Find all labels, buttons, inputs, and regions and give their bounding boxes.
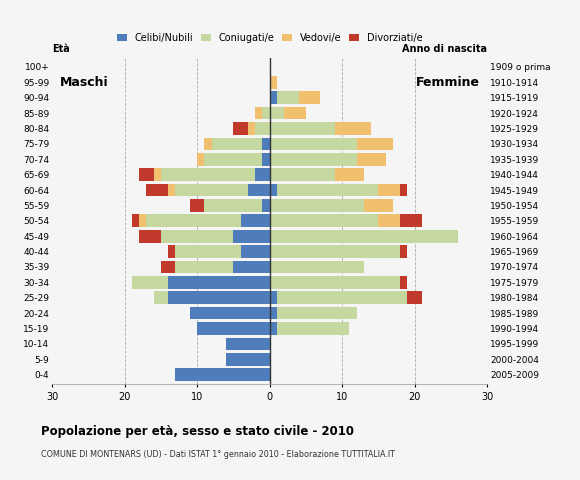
Bar	[277, 322, 349, 335]
Bar	[204, 137, 212, 150]
Bar	[262, 153, 270, 166]
Bar	[357, 153, 386, 166]
Bar	[168, 184, 175, 196]
Bar	[270, 107, 284, 120]
Legend: Celibi/Nubili, Coniugati/e, Vedovi/e, Divorziati/e: Celibi/Nubili, Coniugati/e, Vedovi/e, Di…	[117, 33, 422, 43]
Bar	[270, 245, 400, 258]
Bar	[168, 291, 270, 304]
Bar	[241, 245, 270, 258]
Bar	[364, 199, 393, 212]
Bar	[233, 122, 248, 135]
Bar	[284, 107, 306, 120]
Bar	[197, 322, 270, 335]
Bar	[175, 261, 233, 273]
Bar	[139, 168, 154, 181]
Bar	[204, 153, 262, 166]
Bar	[400, 276, 407, 288]
Bar	[161, 230, 233, 242]
Bar	[378, 215, 400, 227]
Bar	[270, 230, 458, 242]
Text: Anno di nascita: Anno di nascita	[402, 44, 487, 54]
Bar	[204, 199, 262, 212]
Text: Femmine: Femmine	[416, 76, 480, 89]
Bar	[168, 245, 175, 258]
Text: Maschi: Maschi	[59, 76, 108, 89]
Bar	[197, 153, 204, 166]
Bar	[132, 276, 168, 288]
Bar	[248, 122, 255, 135]
Bar	[270, 261, 364, 273]
Bar	[270, 322, 277, 335]
Bar	[270, 137, 357, 150]
Bar	[270, 184, 277, 196]
Text: Età: Età	[52, 44, 70, 54]
Bar	[146, 184, 168, 196]
Bar	[299, 91, 320, 104]
Bar	[400, 184, 407, 196]
Bar	[255, 168, 270, 181]
Bar	[139, 230, 161, 242]
Bar	[139, 215, 146, 227]
Bar	[248, 184, 270, 196]
Bar	[378, 184, 400, 196]
Bar	[400, 215, 422, 227]
Bar	[262, 107, 270, 120]
Bar	[226, 337, 270, 350]
Bar	[400, 245, 407, 258]
Bar	[335, 168, 364, 181]
Bar	[226, 353, 270, 366]
Bar	[270, 122, 335, 135]
Bar	[270, 168, 335, 181]
Bar	[270, 291, 277, 304]
Text: Popolazione per età, sesso e stato civile - 2010: Popolazione per età, sesso e stato civil…	[41, 425, 354, 438]
Bar	[154, 168, 161, 181]
Bar	[262, 199, 270, 212]
Bar	[161, 168, 255, 181]
Bar	[132, 215, 139, 227]
Bar	[270, 276, 400, 288]
Bar	[270, 199, 364, 212]
Bar	[255, 107, 262, 120]
Bar	[241, 215, 270, 227]
Bar	[277, 184, 378, 196]
Bar	[262, 137, 270, 150]
Bar	[277, 291, 407, 304]
Bar	[270, 215, 378, 227]
Bar	[168, 276, 270, 288]
Bar	[190, 199, 204, 212]
Bar	[407, 291, 422, 304]
Bar	[154, 291, 168, 304]
Bar	[270, 307, 277, 320]
Bar	[161, 261, 175, 273]
Bar	[357, 137, 393, 150]
Bar	[190, 307, 270, 320]
Text: COMUNE DI MONTENARS (UD) - Dati ISTAT 1° gennaio 2010 - Elaborazione TUTTITALIA.: COMUNE DI MONTENARS (UD) - Dati ISTAT 1°…	[41, 450, 394, 459]
Bar	[277, 91, 299, 104]
Bar	[146, 215, 241, 227]
Bar	[233, 261, 270, 273]
Bar	[255, 122, 270, 135]
Bar	[270, 91, 277, 104]
Bar	[212, 137, 262, 150]
Bar	[233, 230, 270, 242]
Bar	[270, 76, 277, 88]
Bar	[175, 184, 248, 196]
Bar	[335, 122, 371, 135]
Bar	[277, 307, 357, 320]
Bar	[175, 245, 241, 258]
Bar	[270, 153, 357, 166]
Bar	[175, 369, 270, 381]
